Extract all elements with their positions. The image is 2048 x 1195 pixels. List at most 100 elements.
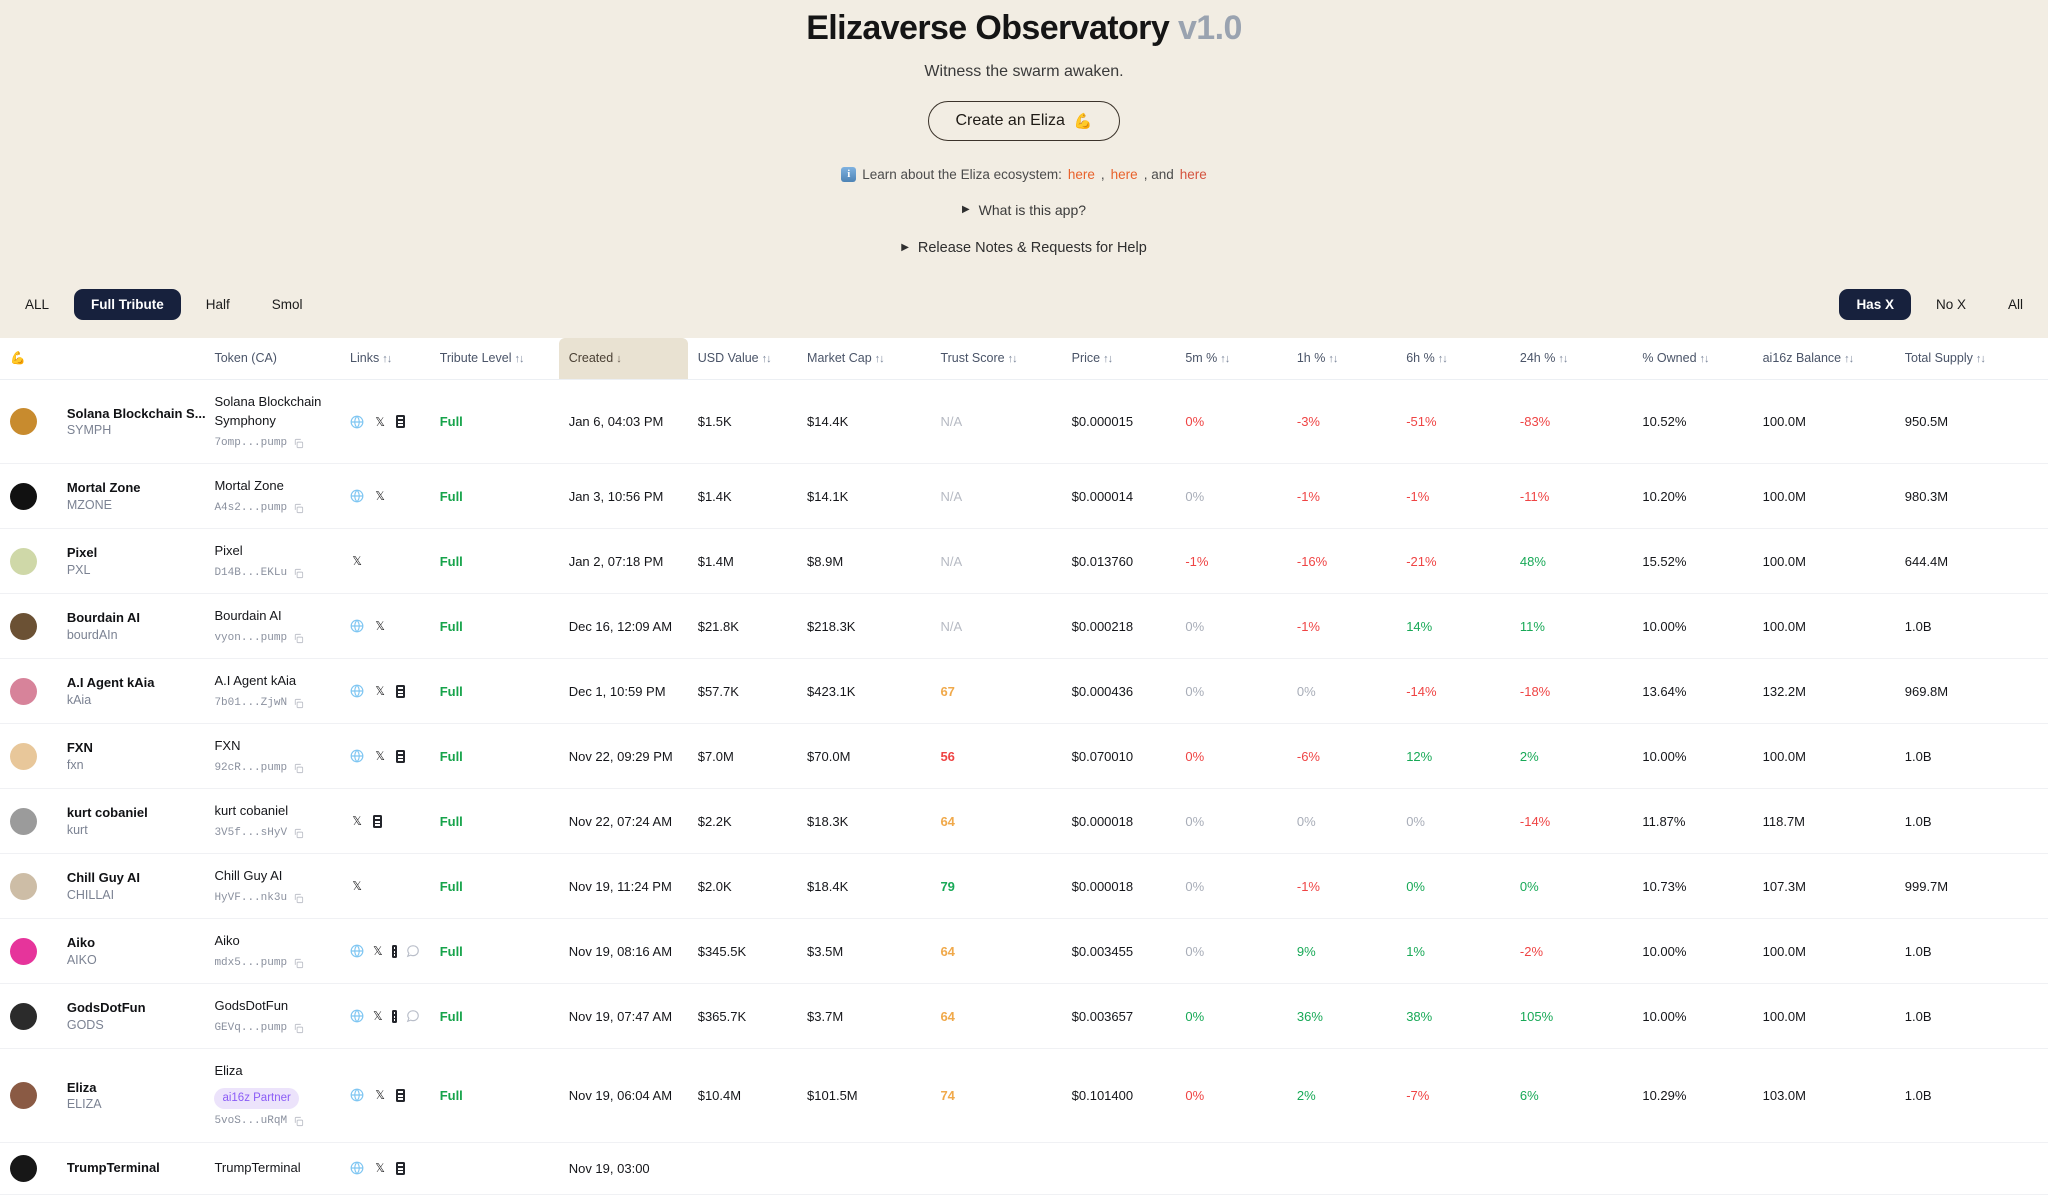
pct-owned-cell: 15.52% [1642,553,1687,569]
copy-icon[interactable] [293,828,304,839]
globe-icon[interactable] [350,1088,364,1102]
x-twitter-icon[interactable]: 𝕏 [373,944,383,959]
x-twitter-icon[interactable]: 𝕏 [352,879,362,894]
release-notes-toggle[interactable]: ▶ Release Notes & Requests for Help [0,240,2048,256]
ai16z-balance-cell: 100.0M [1762,488,1806,504]
table-row[interactable]: kurt cobaniel kurt kurt cobaniel 3V5f...sHy… [0,789,2048,854]
globe-icon[interactable] [350,1161,364,1175]
ecosystem-link-2[interactable]: here [1110,166,1138,182]
column-header-p5m[interactable]: 5m % ↑↓ [1175,337,1287,380]
filter-chip-no-x[interactable]: No X [1919,289,1983,320]
table-row[interactable]: Bourdain AI bourdAIn Bourdain AI vyon...pum… [0,594,2048,659]
copy-icon[interactable] [293,893,304,904]
filter-chip-smol[interactable]: Smol [255,289,320,320]
chat-bubble-icon[interactable] [406,1009,420,1023]
globe-icon[interactable] [350,415,364,429]
column-header-tribute[interactable]: Tribute Level ↑↓ [429,337,559,380]
document-icon[interactable] [373,814,383,828]
copy-icon[interactable] [293,1023,304,1034]
copy-icon[interactable] [293,763,304,774]
column-header-p6h[interactable]: 6h % ↑↓ [1396,337,1510,380]
copy-icon[interactable] [293,503,304,514]
table-row[interactable]: Pixel PXL Pixel D14B...EKLu 𝕏 Full Jan 2, 07:1… [0,529,2048,594]
column-header-trust[interactable]: Trust Score ↑↓ [930,337,1062,380]
column-header-price[interactable]: Price ↑↓ [1061,337,1176,380]
table-row[interactable]: A.I Agent kAia kAia A.I Agent kAia 7b01...Z… [0,659,2048,724]
token-symbol: ELIZA [66,1096,102,1111]
market-cap-cell: $14.4K [807,414,849,430]
column-header-supply[interactable]: Total Supply ↑↓ [1894,337,2048,380]
column-header-mcap[interactable]: Market Cap ↑↓ [797,337,931,380]
usd-value-cell: $1.4M [697,553,734,569]
copy-icon[interactable] [293,698,304,709]
column-header-p24h[interactable]: 24h % ↑↓ [1509,337,1633,380]
globe-icon[interactable] [350,944,364,958]
document-icon[interactable] [391,1009,397,1023]
ecosystem-link-1[interactable]: here [1067,166,1095,182]
filter-chip-has-x[interactable]: Has X [1839,289,1911,321]
copy-icon[interactable] [293,1116,304,1127]
document-icon[interactable] [396,749,406,763]
filter-chip-half[interactable]: Half [189,289,247,320]
links-cell: 𝕏 [340,984,430,1049]
created-cell: Jan 6, 04:03 PM [568,414,664,430]
copy-icon[interactable] [293,633,304,644]
created-cell: Nov 22, 07:24 AM [568,813,673,829]
column-header-usd[interactable]: USD Value ↑↓ [687,337,798,380]
x-twitter-icon[interactable]: 𝕏 [352,814,362,829]
x-twitter-icon[interactable]: 𝕏 [375,489,385,504]
pct-5m-cell: 0% [1185,748,1205,764]
x-twitter-icon[interactable]: 𝕏 [375,414,385,429]
x-twitter-icon[interactable]: 𝕏 [375,1088,385,1103]
globe-icon[interactable] [350,1009,364,1023]
table-row[interactable]: GodsDotFun GODS GodsDotFun GEVq...pump 𝕏 Full… [0,984,2048,1049]
filter-chip-all[interactable]: ALL [8,289,66,320]
document-icon[interactable] [396,1161,406,1175]
copy-icon[interactable] [293,438,304,449]
table-row[interactable]: Eliza ELIZA Eliza ai16z Partner 5voS...uRqM 𝕏… [0,1049,2048,1143]
x-twitter-icon[interactable]: 𝕏 [375,1161,385,1176]
table-row[interactable]: Chill Guy AI CHILLAI Chill Guy AI HyVF...nk… [0,854,2048,919]
document-icon[interactable] [391,944,397,958]
chat-bubble-icon[interactable] [406,944,420,958]
x-twitter-icon[interactable]: 𝕏 [375,749,385,764]
avatar-cell [0,789,57,854]
tribute-level-cell: Full [430,594,559,659]
column-header-links[interactable]: Links ↑↓ [340,337,430,380]
what-is-this-app-toggle[interactable]: ▶ What is this app? [0,202,2048,218]
table-row[interactable]: Mortal Zone MZONE Mortal Zone A4s2...pump 𝕏 F… [0,464,2048,529]
tribute-level-cell: Full [430,464,559,529]
column-header-token[interactable] [56,337,205,380]
column-header-created[interactable]: Created ↓ [558,337,688,380]
column-header-ca[interactable]: Token (CA) [204,337,341,380]
document-icon[interactable] [396,1088,406,1102]
globe-icon[interactable] [350,489,364,503]
column-header-balance[interactable]: ai16z Balance ↑↓ [1752,337,1895,380]
globe-icon[interactable] [350,619,364,633]
pct-6h-cell: 1% [1406,943,1425,959]
tribute-level: Full [439,748,463,764]
create-an-eliza-button[interactable]: Create an Eliza 💪 [928,100,1120,141]
globe-icon[interactable] [350,749,364,763]
ecosystem-link-3[interactable]: here [1179,166,1207,182]
column-header-owned[interactable]: % Owned ↑↓ [1632,337,1753,380]
copy-icon[interactable] [293,568,304,579]
copy-icon[interactable] [293,958,304,969]
filter-chip-full-tribute[interactable]: Full Tribute [74,289,181,321]
column-header-p1h[interactable]: 1h % ↑↓ [1286,337,1397,380]
table-row[interactable]: Solana Blockchain S... SYMPH Solana Blockc… [0,379,2048,464]
table-row[interactable]: Aiko AIKO Aiko mdx5...pump 𝕏 Full Nov 19, 08:1… [0,919,2048,984]
token-ca-title: kurt cobaniel [214,803,289,819]
x-twitter-icon[interactable]: 𝕏 [373,1009,383,1024]
globe-icon[interactable] [350,684,364,698]
x-twitter-icon[interactable]: 𝕏 [375,684,385,699]
document-icon[interactable] [396,684,406,698]
filter-chip-all[interactable]: All [1991,289,2040,320]
x-twitter-icon[interactable]: 𝕏 [375,619,385,634]
table-row[interactable]: TrumpTerminal TrumpTerminal 𝕏 Nov 19, 03:00 [0,1142,2048,1195]
x-twitter-icon[interactable]: 𝕏 [352,554,362,569]
document-icon[interactable] [396,415,406,429]
tokens-table-container[interactable]: 💪 Token (CA) Links ↑↓ Tribute Level ↑↓ Created… [0,337,2048,1195]
sort-both-icon: ↑↓ [1844,353,1854,366]
table-row[interactable]: FXN fxn FXN 92cR...pump 𝕏 Full Nov 22, 09:29 P… [0,724,2048,789]
